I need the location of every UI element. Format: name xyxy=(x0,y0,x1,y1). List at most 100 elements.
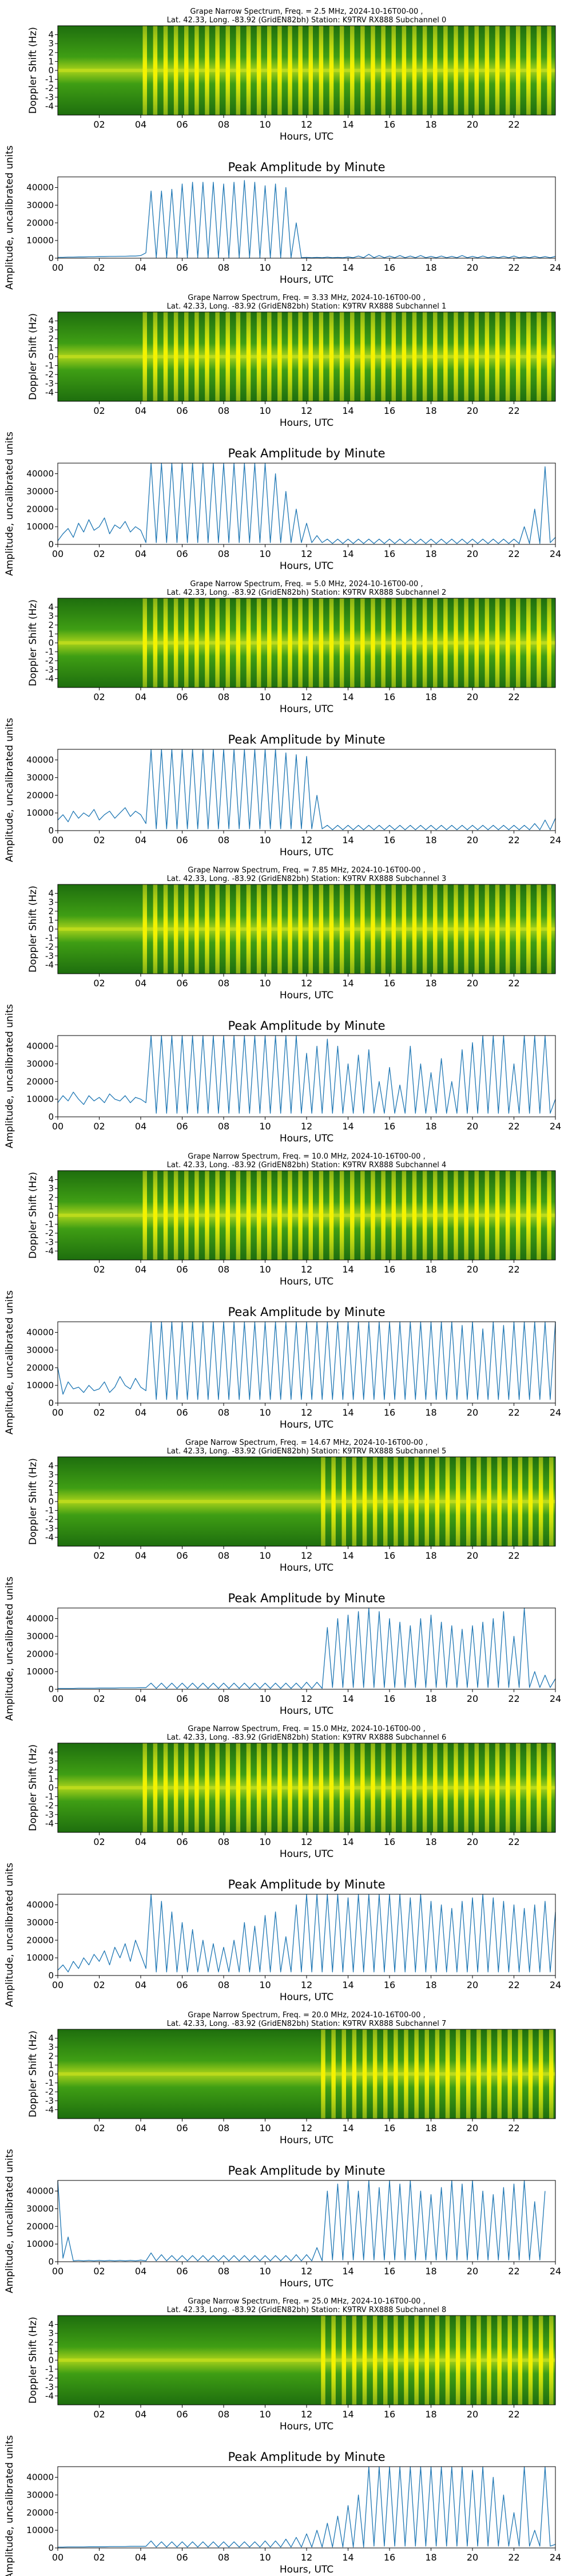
spectrogram-title-line1: Grape Narrow Spectrum, Freq. = 15.0 MHz,… xyxy=(188,1725,425,1733)
spectrogram-stripe xyxy=(516,598,521,688)
spectrogram-stripe xyxy=(339,1171,344,1260)
x-tick-label: 14 xyxy=(342,262,353,273)
x-tick-label: 24 xyxy=(550,1407,561,1418)
spectrogram-stripe xyxy=(277,598,282,688)
x-tick-label: 06 xyxy=(176,1407,188,1418)
x-tick-label: 02 xyxy=(93,692,105,702)
x-tick-label: 20 xyxy=(467,2123,478,2134)
x-tick-label: 02 xyxy=(93,1836,105,1847)
spectrogram-stripe xyxy=(538,2029,543,2119)
spectrogram-stripe xyxy=(518,1457,523,1546)
x-tick-label: 12 xyxy=(301,548,312,559)
x-tick-label: 12 xyxy=(301,1264,312,1275)
x-tick-label: 20 xyxy=(467,2409,478,2420)
x-tick-label: 06 xyxy=(176,1693,188,1704)
spectrogram-stripe xyxy=(225,598,230,688)
y-tick-label: 3 xyxy=(48,1183,54,1194)
y-tick-label: 20000 xyxy=(26,790,54,800)
y-tick-label: 4 xyxy=(48,1175,54,1185)
y-tick-label: 3 xyxy=(48,611,54,621)
x-tick-label: 10 xyxy=(259,2123,271,2134)
x-tick-label: 20 xyxy=(467,262,478,273)
y-tick-label: 40000 xyxy=(26,469,54,479)
spectrogram-stripe xyxy=(350,884,355,974)
y-tick-label: 10000 xyxy=(26,521,54,532)
spectrogram-stripe xyxy=(466,1457,471,1546)
x-tick-label: 14 xyxy=(342,1264,353,1275)
x-tick-label: 16 xyxy=(384,835,395,846)
spectrogram-stripe xyxy=(277,884,282,974)
x-tick-label: 14 xyxy=(342,1550,353,1561)
spectrogram-stripe xyxy=(246,1171,251,1260)
x-tick-label: 02 xyxy=(93,119,105,130)
y-tick-label: 30000 xyxy=(26,1345,54,1355)
spectrogram-stripe xyxy=(538,2316,543,2405)
x-tick-label: 06 xyxy=(176,2409,188,2420)
y-tick-label: -1 xyxy=(45,647,54,657)
spectrogram-stripe xyxy=(246,598,251,688)
spectrogram-stripe xyxy=(205,598,209,688)
spectrogram-stripe xyxy=(495,1171,500,1260)
y-tick-label: 20000 xyxy=(26,504,54,514)
spectrogram-stripe xyxy=(424,2029,429,2119)
y-tick-label: -4 xyxy=(45,673,54,683)
y-tick-label: -2 xyxy=(45,1228,54,1238)
x-tick-label: 04 xyxy=(135,2123,146,2134)
spectrogram-stripe xyxy=(412,598,417,688)
x-tick-label: 16 xyxy=(384,2123,395,2134)
spectrogram-stripe xyxy=(163,1743,168,1832)
x-tick-label: 10 xyxy=(259,1121,271,1132)
spectrogram-carrier-band xyxy=(58,1500,555,1503)
x-tick-label: 22 xyxy=(508,1836,519,1847)
x-tick-label: 20 xyxy=(467,692,478,702)
x-tick-label: 10 xyxy=(259,119,271,130)
spectrogram-stripe xyxy=(391,598,396,688)
y-tick-label: 0 xyxy=(48,2069,54,2079)
x-tick-label: 06 xyxy=(176,548,188,559)
spectrogram-stripe xyxy=(350,312,355,401)
amplitude-background xyxy=(58,463,555,544)
spectrogram-stripe xyxy=(360,26,365,115)
y-tick-label: 1 xyxy=(48,2060,54,2070)
x-tick-label: 18 xyxy=(425,1980,436,1990)
x-tick-label: 18 xyxy=(425,1121,436,1132)
x-axis-label: Hours, UTC xyxy=(280,274,333,286)
x-tick-label: 20 xyxy=(467,835,478,846)
spectrogram-stripe xyxy=(194,884,199,974)
spectrogram-stripe xyxy=(464,884,468,974)
spectrogram-stripe xyxy=(329,884,334,974)
spectrogram-stripe xyxy=(360,1743,365,1832)
y-tick-label: 4 xyxy=(48,888,54,899)
spectrogram-stripe xyxy=(391,1743,396,1832)
spectrogram-stripe xyxy=(537,1743,541,1832)
x-tick-label: 18 xyxy=(425,2409,436,2420)
x-tick-label: 04 xyxy=(135,2266,146,2277)
y-tick-label: 20000 xyxy=(26,2221,54,2231)
x-tick-label: 16 xyxy=(384,1693,395,1704)
x-tick-label: 20 xyxy=(467,1836,478,1847)
spectrogram-stripe xyxy=(194,598,199,688)
spectrogram-stripe xyxy=(277,1743,282,1832)
spectrogram-stripe xyxy=(424,2316,429,2405)
x-tick-label: 20 xyxy=(467,1407,478,1418)
spectrogram-stripe xyxy=(528,2029,533,2119)
spectrogram-carrier-band xyxy=(58,355,555,358)
spectrogram-stripe xyxy=(267,1743,272,1832)
y-tick-label: 30000 xyxy=(26,1631,54,1641)
spectrogram-stripe xyxy=(184,1743,189,1832)
y-tick-label: 1 xyxy=(48,1773,54,1784)
spectrogram-stripe xyxy=(267,598,272,688)
x-tick-label: 22 xyxy=(508,835,519,846)
spectrogram-stripe xyxy=(422,1743,427,1832)
amplitude-background xyxy=(58,2467,555,2548)
spectrogram-stripe xyxy=(288,26,292,115)
spectrogram-stripe xyxy=(298,598,303,688)
spectrogram-stripe xyxy=(298,1743,303,1832)
spectrogram-stripe xyxy=(339,598,344,688)
y-tick-label: 4 xyxy=(48,1747,54,1757)
spectrogram-stripe xyxy=(455,1457,460,1546)
spectrogram-stripe xyxy=(298,312,303,401)
x-tick-label: 04 xyxy=(135,548,146,559)
x-tick-label: 02 xyxy=(93,1407,105,1418)
x-tick-label: 14 xyxy=(342,2409,353,2420)
